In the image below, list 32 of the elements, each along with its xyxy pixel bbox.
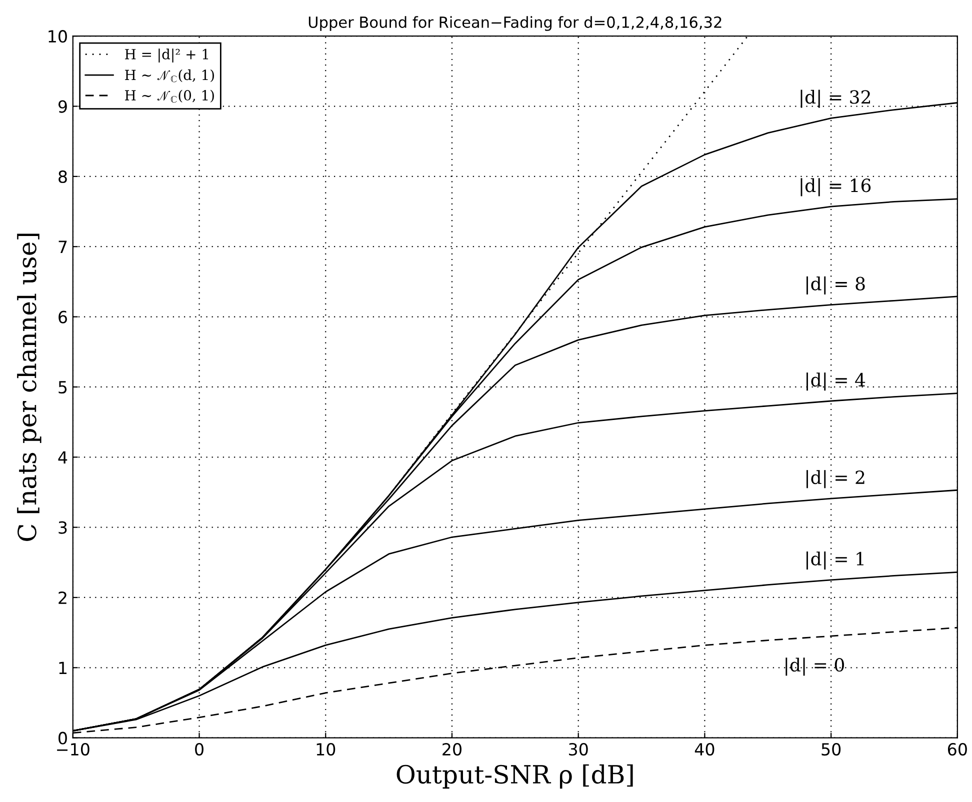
- x-tick-label: 30: [569, 742, 588, 756]
- annotation: |d| = 4: [806, 372, 866, 391]
- x-tick-label: 40: [694, 742, 714, 756]
- y-tick-label: 3: [58, 521, 67, 534]
- chart-title: Upper Bound for Ricean−Fading for d=0,1,2,4,8,16,32: [308, 16, 722, 31]
- y-tick-label: 1: [59, 662, 66, 674]
- annotation: |d| = 1: [806, 551, 864, 570]
- annotation: |d| = 0: [786, 658, 844, 676]
- x-tick-label: 50: [822, 742, 841, 756]
- y-tick-label: 6: [58, 310, 67, 324]
- legend-label: H = |d|² + 1: [125, 48, 208, 62]
- annotation: |d| = 32: [800, 90, 870, 108]
- y-tick-label: 4: [58, 451, 68, 464]
- legend-label: H ∼ 𝒩$_{ℂ}$(0, 1): [125, 90, 214, 103]
- y-axis-title: C [nats per channel use]: [17, 234, 42, 541]
- annotation: |d| = 8: [806, 276, 865, 294]
- y-tick-label: 7: [58, 240, 67, 253]
- y-tick-label: 9: [58, 100, 67, 113]
- annotation: |d| = 2: [806, 470, 864, 488]
- y-tick-label: 8: [58, 170, 67, 184]
- x-tick-label: 60: [948, 742, 967, 756]
- x-axis-title: Output-SNR ρ [dB]: [396, 764, 633, 789]
- x-tick-label: −10: [57, 742, 90, 756]
- x-tick-label: 10: [316, 742, 336, 756]
- legend-label: H ∼ 𝒩$_{ℂ}$(d, 1): [125, 69, 214, 82]
- y-tick-label: 2: [58, 591, 66, 604]
- annotation: |d| = 16: [800, 178, 871, 196]
- y-tick-label: 10: [48, 30, 67, 43]
- y-tick-label: 0: [58, 732, 67, 744]
- x-tick-label: 20: [442, 742, 462, 756]
- y-tick-label: 5: [58, 381, 67, 394]
- x-tick-label: 0: [195, 742, 204, 756]
